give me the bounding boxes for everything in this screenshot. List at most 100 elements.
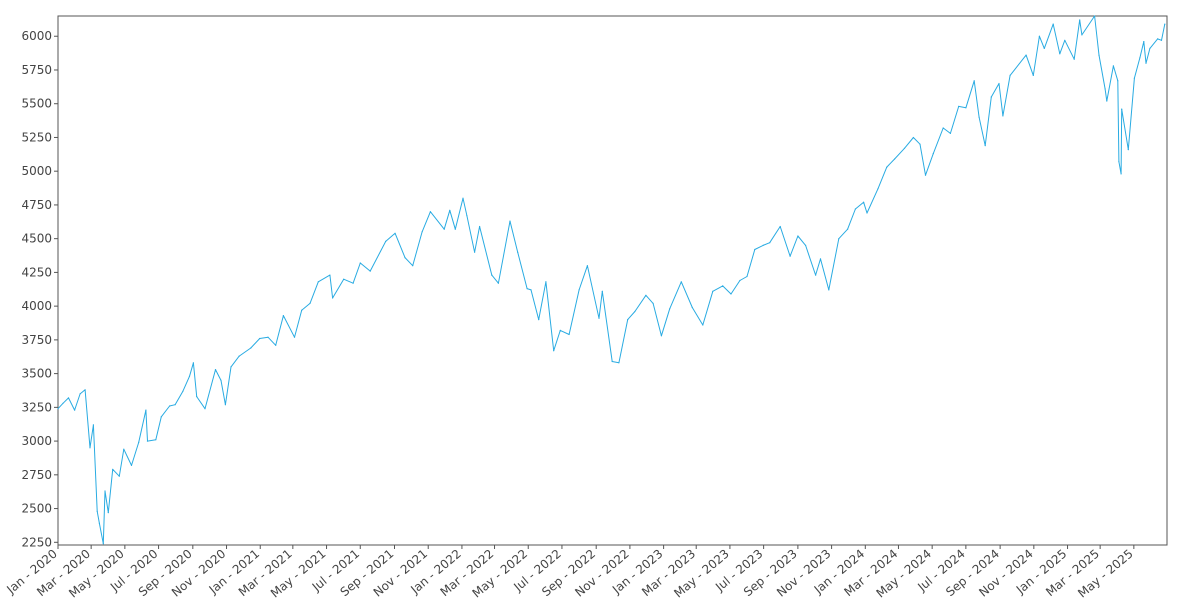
data-point — [866, 212, 868, 214]
data-point — [118, 475, 120, 477]
data-point — [924, 174, 927, 176]
data-point — [919, 143, 921, 145]
data-point — [89, 447, 91, 449]
data-point — [74, 409, 76, 411]
data-point — [1139, 57, 1141, 59]
data-point — [1133, 77, 1135, 79]
data-point — [174, 404, 176, 406]
data-point — [769, 242, 771, 244]
data-point — [702, 324, 704, 326]
y-tick-label: 2250 — [21, 535, 52, 549]
data-point — [984, 145, 986, 147]
data-point — [838, 238, 840, 240]
data-point — [559, 329, 561, 331]
data-point — [877, 188, 879, 190]
y-tick-label: 4250 — [21, 265, 52, 279]
data-point — [412, 265, 414, 267]
data-point — [238, 355, 240, 357]
data-point — [586, 265, 589, 267]
data-point — [220, 379, 222, 381]
data-point — [669, 308, 671, 310]
data-point — [102, 543, 104, 545]
y-tick-label: 2750 — [21, 468, 52, 482]
series-points — [57, 15, 1166, 545]
y-tick-label: 5750 — [21, 63, 52, 77]
data-point — [96, 510, 98, 512]
data-point — [1160, 39, 1163, 41]
data-point — [1121, 108, 1123, 110]
data-point — [1117, 80, 1119, 82]
data-point — [660, 335, 663, 337]
data-point — [568, 333, 570, 336]
data-point — [847, 228, 849, 230]
data-point — [188, 375, 191, 377]
data-point — [680, 281, 682, 283]
data-point — [601, 290, 603, 292]
data-point — [443, 228, 445, 230]
data-point — [1157, 38, 1159, 40]
y-tick-label: 4750 — [21, 198, 52, 212]
data-point — [1106, 100, 1108, 102]
data-point — [886, 166, 888, 168]
data-point — [598, 317, 600, 319]
data-point — [978, 116, 980, 118]
data-point — [1009, 74, 1011, 76]
data-point — [618, 362, 620, 364]
data-point — [98, 522, 100, 525]
data-point — [155, 439, 157, 441]
data-point — [112, 468, 114, 470]
data-point — [1098, 54, 1100, 56]
data-point — [267, 336, 269, 338]
data-point — [1002, 115, 1004, 117]
data-point — [958, 105, 960, 107]
data-point — [169, 405, 171, 407]
data-point — [145, 409, 147, 411]
data-point — [92, 424, 94, 426]
data-point — [990, 96, 992, 98]
data-point — [973, 80, 975, 82]
data-point — [301, 309, 303, 311]
data-point — [259, 337, 261, 340]
data-point — [192, 362, 194, 364]
y-tick-label: 5250 — [21, 130, 52, 144]
data-point — [182, 390, 184, 392]
data-point — [627, 319, 629, 321]
data-point — [611, 360, 613, 363]
data-point — [965, 107, 967, 109]
data-point — [1094, 15, 1096, 17]
y-tick-label: 4500 — [21, 232, 52, 246]
data-point — [332, 297, 334, 299]
data-point — [196, 396, 198, 398]
data-point — [863, 201, 865, 203]
data-point — [691, 306, 693, 309]
data-point — [1032, 74, 1034, 76]
data-point — [1120, 173, 1122, 175]
data-point — [1059, 53, 1061, 55]
data-point — [1164, 23, 1166, 25]
data-point — [634, 310, 636, 313]
data-point — [1143, 41, 1145, 43]
data-point — [57, 408, 59, 410]
data-point — [67, 397, 70, 399]
data-point — [894, 158, 896, 160]
data-point — [329, 274, 331, 276]
data-point — [998, 82, 1000, 85]
data-point — [815, 274, 817, 276]
data-point — [1081, 34, 1083, 36]
data-point — [394, 232, 396, 234]
y-tick-label: 6000 — [21, 29, 52, 43]
data-point — [912, 136, 915, 139]
data-point — [805, 244, 807, 246]
data-point — [104, 490, 106, 492]
data-point — [317, 281, 319, 283]
data-point — [942, 127, 944, 129]
data-point — [1079, 19, 1081, 21]
data-point — [421, 231, 423, 233]
y-tick-label: 3000 — [21, 434, 52, 448]
data-point — [84, 389, 86, 391]
data-point — [343, 278, 345, 280]
data-point — [517, 251, 519, 253]
data-point — [123, 448, 125, 450]
